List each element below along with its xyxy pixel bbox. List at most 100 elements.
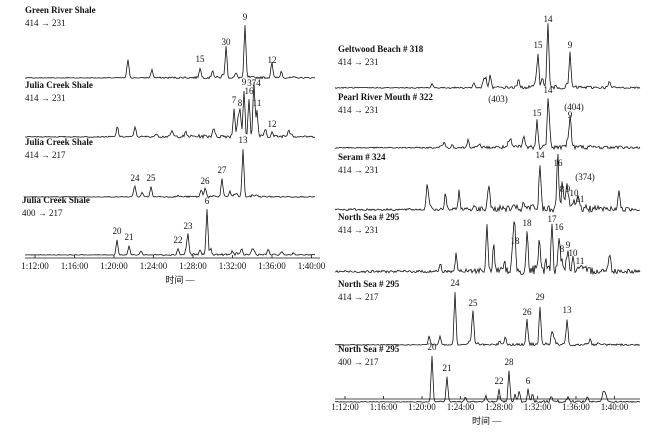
- peak-label: 11: [253, 98, 262, 108]
- peak-label: 22: [495, 376, 504, 386]
- trace: [334, 355, 641, 404]
- tick-label: 1:12:00: [21, 261, 49, 271]
- peak-label: 14: [544, 85, 554, 95]
- panel-title: Pearl River Mouth # 322: [338, 92, 433, 102]
- panel-title: Green River Shale: [25, 5, 96, 15]
- tick-label: 1:32:00: [524, 402, 552, 412]
- peak-label: 15: [534, 40, 544, 50]
- transition: 414 → 231: [25, 18, 66, 28]
- panel-title: North Sea # 295: [338, 279, 400, 289]
- peak-label: 13: [239, 135, 249, 145]
- peak-label: 7: [232, 95, 237, 105]
- transition: 414 → 231: [338, 165, 379, 175]
- peak-label: 21: [443, 363, 452, 373]
- tick-label: 1:16:00: [370, 402, 398, 412]
- peak-label: 16: [245, 86, 255, 96]
- peak-label: 11: [576, 256, 585, 266]
- peak-label: (374): [575, 172, 595, 182]
- axis-label: 时间 —: [472, 415, 502, 426]
- peak-label: 22: [174, 235, 183, 245]
- tick-label: 1:16:00: [61, 261, 89, 271]
- peak-label: 6: [526, 376, 531, 386]
- tick-label: 1:40:00: [601, 402, 629, 412]
- tick-label: 1:12:00: [331, 402, 359, 412]
- transition: 414 → 231: [338, 105, 379, 115]
- transition: 414 → 231: [25, 93, 66, 103]
- trace: [334, 153, 640, 214]
- transition: 400 → 217: [22, 208, 63, 218]
- trace: [24, 82, 316, 140]
- peak-label: 17: [548, 214, 558, 224]
- peak-label: 15: [533, 108, 543, 118]
- peak-label: 24: [451, 278, 461, 288]
- peak-label: (404): [564, 102, 584, 112]
- tick-label: 1:28:00: [179, 261, 207, 271]
- peak-label: 23: [184, 221, 194, 231]
- peak-label: 15: [196, 54, 206, 64]
- peak-label: 12: [268, 55, 277, 65]
- trace: [335, 221, 641, 276]
- peak-label: 27: [218, 165, 228, 175]
- peak-label: 25: [469, 298, 479, 308]
- tick-label: 1:28:00: [485, 402, 513, 412]
- tick-label: 1:36:00: [258, 261, 286, 271]
- panel-title: Julia Creek Shale: [25, 80, 93, 90]
- tick-label: 1:24:00: [140, 261, 168, 271]
- peak-label: 9: [242, 77, 247, 87]
- peak-label: 14: [544, 14, 554, 24]
- peak-label: 6: [205, 196, 210, 206]
- peak-label: 28: [505, 357, 515, 367]
- trace: [334, 98, 641, 151]
- tick-label: 1:24:00: [447, 402, 475, 412]
- peak-label: 26: [201, 176, 211, 186]
- panel-title: Seram # 324: [338, 152, 386, 162]
- panel-title: Julia Creek Shale: [22, 195, 90, 205]
- trace: [334, 23, 641, 90]
- peak-label: 9: [566, 240, 571, 250]
- peak-label: 10: [569, 248, 579, 258]
- peak-label: 18: [523, 218, 533, 228]
- peak-label: (403): [488, 94, 508, 104]
- transition: 414 → 231: [338, 57, 379, 67]
- peak-label: 20: [428, 342, 438, 352]
- peak-label: 8: [560, 244, 565, 254]
- transition: 414 → 217: [338, 292, 379, 302]
- transition: 414 → 217: [25, 150, 66, 160]
- tick-label: 1:40:00: [298, 261, 326, 271]
- trace: [24, 25, 316, 80]
- peak-label: 11: [576, 194, 585, 204]
- tick-label: 1:32:00: [219, 261, 247, 271]
- peak-label: 9: [568, 110, 573, 120]
- peak-label: 21: [125, 232, 134, 242]
- transition: 400 → 217: [338, 357, 379, 367]
- transition: 414 → 231: [338, 225, 379, 235]
- peak-label: 25: [147, 173, 157, 183]
- peak-label: 16: [555, 222, 565, 232]
- peak-label: 14: [536, 150, 546, 160]
- axis-label: 时间 —: [165, 274, 195, 285]
- panel-title: North Sea # 295: [338, 212, 400, 222]
- panel-title: Julia Creek Shale: [25, 137, 93, 147]
- peak-label: 30: [222, 37, 232, 47]
- peak-label: 8: [238, 98, 243, 108]
- tick-label: 1:20:00: [408, 402, 436, 412]
- trace: [334, 292, 641, 347]
- peak-label: 10: [570, 188, 580, 198]
- peak-label: 29: [536, 292, 546, 302]
- peak-label: 8: [560, 184, 565, 194]
- trace: [24, 149, 316, 198]
- tick-label: 1:20:00: [100, 261, 128, 271]
- tick-label: 1:36:00: [562, 402, 590, 412]
- peak-label: 9: [566, 184, 571, 194]
- panel-title: North Sea # 295: [338, 344, 400, 354]
- peak-label: 24: [131, 173, 141, 183]
- peak-label: 20: [113, 226, 123, 236]
- trace: [24, 209, 316, 257]
- peak-label: 12: [268, 119, 277, 129]
- peak-label: 9: [243, 12, 248, 22]
- peak-label: 9: [568, 40, 573, 50]
- peak-label: 13: [563, 305, 573, 315]
- peak-label: 26: [523, 307, 533, 317]
- panel-title: Geltwood Beach # 318: [338, 44, 424, 54]
